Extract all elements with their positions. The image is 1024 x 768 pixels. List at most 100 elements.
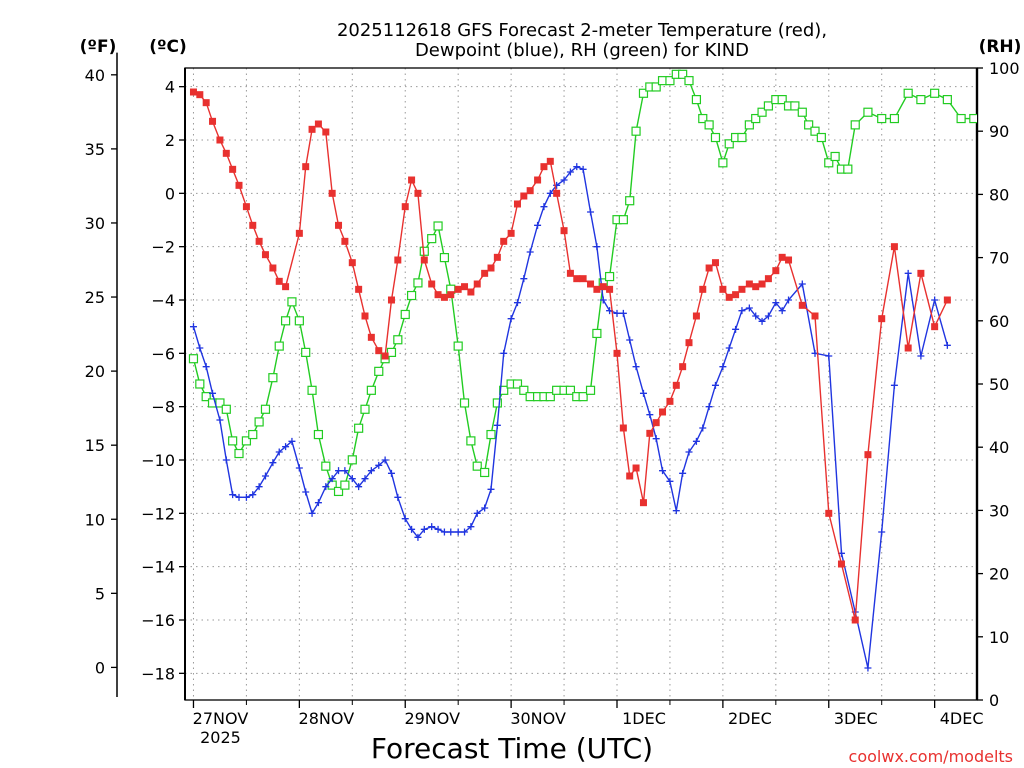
series-dewpoint [189, 163, 951, 672]
rh-point [486, 429, 496, 440]
dewpoint-point [288, 437, 296, 445]
temperature-point [772, 267, 780, 275]
fahrenheit-unit-label: (ºF) [80, 37, 117, 57]
temperature-point [275, 277, 283, 285]
temperature-point [473, 280, 481, 288]
temperature-point [242, 203, 250, 211]
rh-point [843, 164, 853, 174]
x-tick-sublabel: 2025 [200, 728, 241, 747]
temperature-point [943, 296, 951, 304]
temperature-point [778, 253, 786, 261]
temperature-point [381, 352, 389, 360]
temperature-point [798, 301, 806, 309]
dewpoint-point [302, 488, 310, 496]
temperature-point [685, 339, 693, 347]
rh-point [816, 132, 826, 143]
rh-point [956, 113, 966, 124]
dewpoint-point [599, 296, 607, 304]
temperature-point [520, 192, 528, 200]
temperature-point [666, 397, 674, 405]
rh-point [215, 398, 225, 408]
dewpoint-point [646, 411, 654, 419]
dewpoint-point [229, 491, 237, 499]
rh-tick-label: 80 [989, 185, 1009, 204]
rh-point [824, 158, 834, 168]
rh-point [354, 423, 364, 433]
dewpoint-point [473, 509, 481, 517]
rh-point [930, 88, 940, 98]
celsius-tick-label: −14 [141, 558, 175, 577]
rh-point [413, 278, 423, 288]
rh-point [439, 253, 450, 263]
temperature-point [811, 312, 819, 320]
temperature-point [764, 275, 772, 283]
dewpoint-point [699, 424, 707, 432]
temperature-point [738, 285, 746, 293]
dewpoint-point [652, 435, 660, 443]
temperature-point [639, 499, 647, 507]
rh-point [321, 461, 331, 471]
temperature-point [335, 221, 343, 229]
dewpoint-point [587, 208, 595, 216]
rh-point [704, 120, 714, 130]
temperature-point [467, 288, 475, 296]
rh-point [525, 392, 535, 402]
rh-tick-label: 100 [989, 59, 1020, 78]
dewpoint-point [428, 523, 436, 531]
rh-point [585, 385, 596, 395]
dewpoint-point [626, 336, 634, 344]
rh-point [386, 347, 397, 357]
rh-tick-label: 60 [989, 312, 1009, 331]
dewpoint-point [209, 389, 217, 397]
rh-point [889, 113, 900, 124]
dewpoint-point [560, 176, 568, 184]
rh-point [797, 107, 807, 117]
rh-point [757, 107, 767, 117]
dewpoint-point [738, 307, 746, 315]
dewpoint-point [420, 525, 428, 533]
temperature-point [613, 349, 621, 357]
rh-point [248, 429, 258, 440]
rh-point [863, 107, 873, 117]
dewpoint-point [249, 491, 257, 499]
dewpoint-point [269, 459, 277, 467]
temperature-point [659, 408, 667, 416]
x-tick-label: 30NOV [510, 709, 566, 728]
temperature-point [493, 253, 501, 261]
rh-point [631, 126, 641, 136]
rh-point [274, 341, 284, 351]
rh-point [604, 271, 615, 282]
temperature-point [546, 157, 554, 165]
temperature-point [725, 293, 733, 301]
rh-point [737, 132, 747, 143]
dewpoint-point [878, 528, 886, 536]
temperature-point [255, 237, 263, 245]
dewpoint-point [493, 421, 501, 429]
temperature-point [553, 189, 561, 197]
rh-point [684, 76, 694, 86]
rh-point [545, 392, 555, 402]
dewpoint-point [355, 483, 363, 491]
dewpoint-point [864, 664, 872, 672]
rh-point [499, 385, 509, 395]
temperature-point [626, 472, 634, 480]
rh-point [294, 316, 304, 326]
dewpoint-point [322, 483, 330, 491]
temperature-point [420, 256, 428, 264]
rh-point [763, 101, 774, 111]
temperature-point [454, 285, 462, 293]
dewpoint-point [752, 312, 760, 320]
rh-point [804, 120, 814, 130]
dewpoint-point [275, 448, 283, 456]
temperature-point [447, 291, 455, 299]
fahrenheit-tick-label: 25 [85, 288, 105, 307]
temperature-point [348, 259, 356, 267]
rh-point [480, 467, 490, 478]
rh-unit-label: (RH) [979, 37, 1022, 57]
rh-point [916, 94, 926, 105]
rh-point [850, 120, 860, 130]
dewpoint-point [440, 528, 448, 536]
dewpoint-point [308, 509, 316, 517]
fahrenheit-tick-label: 40 [85, 66, 105, 85]
temperature-point [851, 616, 859, 624]
